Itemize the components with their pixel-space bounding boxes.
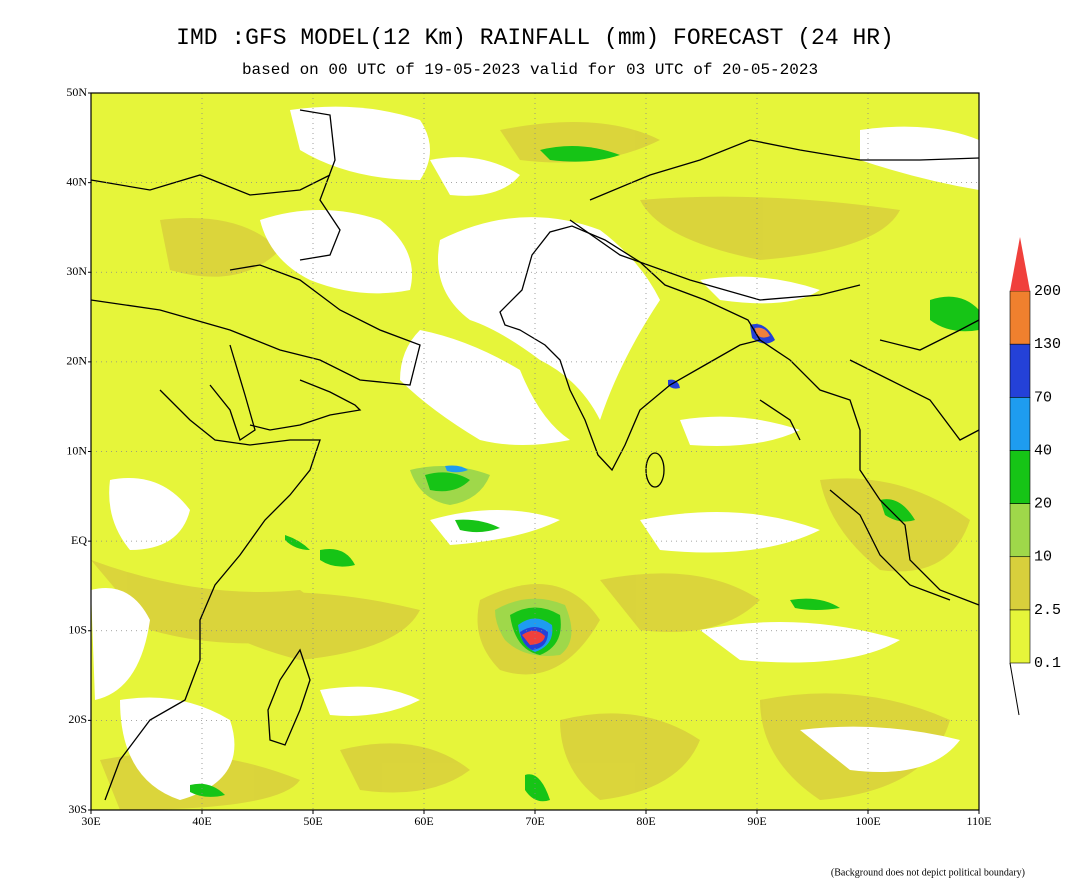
graticule <box>91 93 979 810</box>
no-rain-areas <box>91 106 979 800</box>
colorbar: 0.1 2.5 10 20 40 70 130 200 <box>1009 237 1061 716</box>
colorbar-segment <box>1009 290 1031 345</box>
colorbar-segment <box>1009 609 1031 664</box>
lon-label: 90E <box>747 814 766 828</box>
colorbar-segment <box>1009 556 1031 611</box>
colorbar-segment <box>1009 503 1031 558</box>
colorbar-label: 130 <box>1034 336 1061 353</box>
axes: 30E 40E 50E 60E 70E 80E 90E 100E 110E 50N 40N 30N 20… <box>66 85 991 828</box>
colorbar-label: 10 <box>1034 549 1052 566</box>
subtitle: based on 00 UTC of 19-05-2023 valid for … <box>242 61 818 79</box>
coastlines <box>90 109 980 801</box>
colorbar-label: 200 <box>1034 283 1061 300</box>
lon-label: 50E <box>303 814 322 828</box>
lon-label: 80E <box>636 814 655 828</box>
lon-label: 40E <box>192 814 211 828</box>
lon-label: 100E <box>855 814 880 828</box>
colorbar-segment <box>1009 396 1031 451</box>
lat-label: EQ <box>71 533 87 547</box>
lon-label: 70E <box>525 814 544 828</box>
lat-label: 10S <box>68 623 87 637</box>
colorbar-label: 2.5 <box>1034 602 1061 619</box>
colorbar-label: 20 <box>1034 496 1052 513</box>
colorbar-triangle <box>1010 237 1030 291</box>
lat-label: 30S <box>68 802 87 816</box>
colorbar-segment <box>1009 343 1031 398</box>
lat-label: 40N <box>66 174 87 188</box>
light-rain-patches <box>91 122 970 810</box>
footnote: (Background does not depict political bo… <box>831 867 1025 878</box>
colorbar-tail <box>1009 662 1020 716</box>
lat-label: 20N <box>66 354 87 368</box>
lon-label: 30E <box>81 814 100 828</box>
title: IMD :GFS MODEL(12 Km) RAINFALL (mm) FORE… <box>176 25 894 51</box>
colorbar-segment <box>1009 450 1031 504</box>
lat-label: 20S <box>68 712 87 726</box>
lat-label: 10N <box>66 443 87 457</box>
lon-label: 60E <box>414 814 433 828</box>
colorbar-label: 0.1 <box>1034 655 1061 672</box>
lat-label: 50N <box>66 85 87 99</box>
lat-label: 30N <box>66 264 87 278</box>
map <box>90 92 980 811</box>
colorbar-label: 40 <box>1034 442 1052 459</box>
lon-label: 110E <box>967 814 992 828</box>
colorbar-label: 70 <box>1034 389 1052 406</box>
rain-cells <box>190 146 979 802</box>
